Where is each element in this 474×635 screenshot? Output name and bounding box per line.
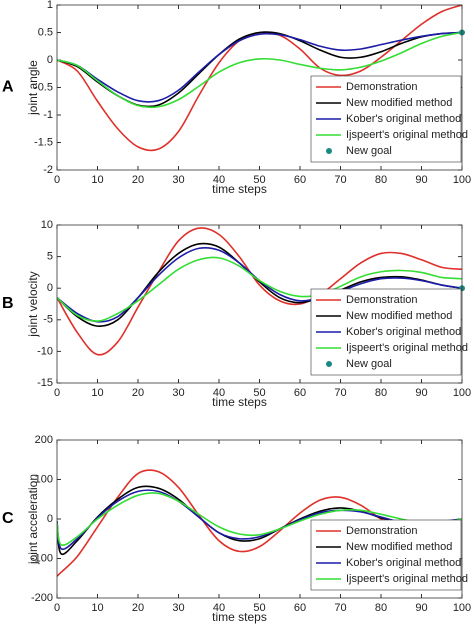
x-tick-label: 50 <box>253 387 265 399</box>
x-tick-label: 20 <box>132 387 144 399</box>
x-tick-label: 0 <box>54 174 60 186</box>
y-tick-label: 200 <box>35 434 53 446</box>
x-tick-label: 100 <box>453 174 471 186</box>
y-tick-label: -100 <box>31 552 53 564</box>
y-axis-label: joint angle <box>26 60 40 116</box>
y-tick-label: -15 <box>37 377 53 389</box>
y-tick-label: -2 <box>43 164 53 176</box>
legend-label: New modified method <box>346 541 452 553</box>
axes-frame <box>56 439 463 599</box>
x-tick-label: 70 <box>334 174 346 186</box>
series-line <box>57 31 462 103</box>
x-tick-label: 20 <box>132 602 144 614</box>
x-tick-label: 60 <box>294 174 306 186</box>
x-axis-label: time steps <box>212 182 267 196</box>
x-tick-label: 80 <box>375 387 387 399</box>
y-tick-label: 5 <box>47 251 53 263</box>
x-tick-label: 30 <box>172 174 184 186</box>
y-tick-label: -0.5 <box>34 81 53 93</box>
x-tick-label: 40 <box>213 174 225 186</box>
legend-label: Demonstration <box>346 525 418 537</box>
x-tick-label: 70 <box>334 602 346 614</box>
legend-label: Ijspeert's original method <box>346 129 468 141</box>
x-tick-label: 80 <box>375 174 387 186</box>
legend-swatch <box>326 361 332 367</box>
x-tick-label: 90 <box>415 387 427 399</box>
x-tick-label: 100 <box>453 387 471 399</box>
panel-label: A <box>2 79 14 96</box>
panel-label: C <box>2 510 14 527</box>
legend-label: Ijspeert's original method <box>346 342 468 354</box>
x-tick-label: 70 <box>334 387 346 399</box>
x-tick-label: 100 <box>453 602 471 614</box>
x-tick-label: 90 <box>415 602 427 614</box>
x-tick-label: 0 <box>54 602 60 614</box>
x-axis-label: time steps <box>212 395 267 409</box>
x-tick-label: 60 <box>294 387 306 399</box>
legend-label: New modified method <box>346 97 452 109</box>
y-tick-label: 0 <box>47 282 53 294</box>
y-tick-label: 10 <box>41 219 53 231</box>
x-tick-label: 40 <box>213 602 225 614</box>
legend-label: Kober's original method <box>346 326 461 338</box>
legend-label: Kober's original method <box>346 557 461 569</box>
y-tick-label: -1.5 <box>34 136 53 148</box>
x-tick-label: 0 <box>54 387 60 399</box>
y-axis-label: joint velocity <box>26 271 40 337</box>
legend-label: New goal <box>346 145 392 157</box>
legend-label: New modified method <box>346 310 452 322</box>
x-tick-label: 10 <box>91 174 103 186</box>
x-tick-label: 20 <box>132 174 144 186</box>
panel-label: B <box>2 295 14 312</box>
y-tick-label: -200 <box>31 592 53 604</box>
legend-label: New goal <box>346 358 392 370</box>
series-line <box>57 227 462 356</box>
y-tick-label: -5 <box>43 314 53 326</box>
legend-label: Ijspeert's original method <box>346 573 468 585</box>
y-tick-label: 0 <box>47 54 53 66</box>
y-tick-label: 100 <box>35 473 53 485</box>
legend-label: Demonstration <box>346 294 418 306</box>
x-tick-label: 90 <box>415 174 427 186</box>
y-tick-label: -10 <box>37 345 53 357</box>
axes-frame <box>56 224 463 384</box>
legend-label: Kober's original method <box>346 113 461 125</box>
x-tick-label: 10 <box>91 387 103 399</box>
x-tick-label: 50 <box>253 602 265 614</box>
x-tick-label: 50 <box>253 174 265 186</box>
x-tick-label: 30 <box>172 387 184 399</box>
series-line <box>57 492 462 546</box>
x-axis-label: time steps <box>212 610 267 624</box>
x-tick-label: 10 <box>91 602 103 614</box>
x-tick-label: 60 <box>294 602 306 614</box>
axes-frame <box>56 4 463 171</box>
series-line <box>57 256 462 322</box>
x-tick-label: 30 <box>172 602 184 614</box>
y-axis-label: joint acceleration <box>26 474 40 565</box>
y-tick-label: 1 <box>47 0 53 11</box>
x-tick-label: 40 <box>213 387 225 399</box>
series-line <box>57 242 462 327</box>
x-tick-label: 80 <box>375 602 387 614</box>
y-tick-label: 0.5 <box>38 26 53 38</box>
legend-label: Demonstration <box>346 81 418 93</box>
legend-swatch <box>326 148 332 154</box>
y-tick-label: 0 <box>47 513 53 525</box>
y-tick-label: -1 <box>43 109 53 121</box>
series-line <box>57 31 462 109</box>
